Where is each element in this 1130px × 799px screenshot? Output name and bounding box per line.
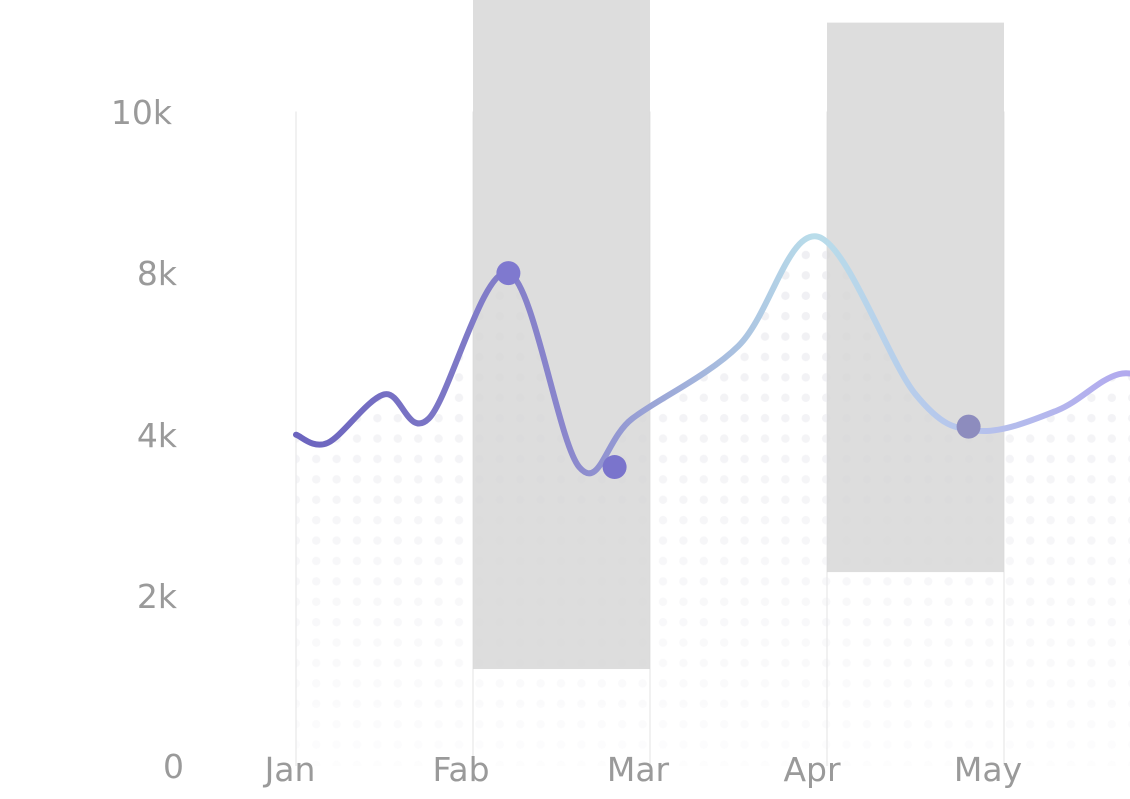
range-bar-1 [473, 0, 650, 670]
y-tick-4k: 4k [137, 416, 178, 455]
y-tick-2k: 2k [137, 577, 178, 616]
y-tick-10k: 10k [111, 93, 173, 132]
x-tick-mar: Mar [607, 750, 670, 789]
y-axis-ticks: 0 2k 4k 8k 10k [111, 93, 184, 786]
x-tick-fab: Fab [432, 750, 489, 789]
x-tick-may: May [954, 750, 1022, 789]
marker-1 [496, 261, 521, 286]
series-line [293, 233, 1130, 477]
x-tick-jan: Jan [263, 750, 316, 789]
y-tick-0: 0 [163, 747, 184, 786]
marker-2 [602, 455, 627, 480]
markers [496, 261, 981, 480]
marker-3 [956, 414, 981, 439]
x-axis-ticks: Jan Fab Mar Apr May [263, 750, 1023, 789]
range-bar-2 [827, 22, 1004, 573]
y-tick-8k: 8k [137, 254, 178, 293]
range-bars [473, 0, 1004, 670]
x-tick-apr: Apr [783, 750, 841, 789]
